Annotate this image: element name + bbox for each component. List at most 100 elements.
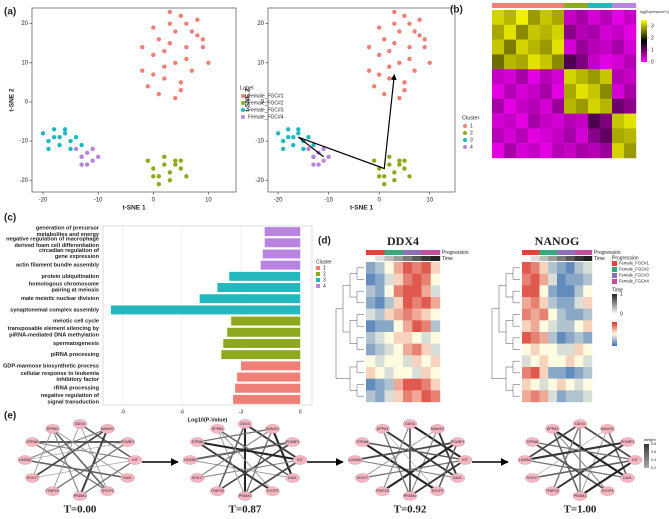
progression-bar <box>530 250 540 255</box>
heat-cell <box>574 308 584 321</box>
edge <box>354 441 458 461</box>
edge <box>52 428 128 479</box>
progression-bar <box>393 250 404 255</box>
heat-cell <box>564 54 577 70</box>
heat-cell <box>564 98 577 114</box>
heat-cell <box>624 69 637 85</box>
y-tick-label: 10 <box>257 60 264 66</box>
category-label: GDP-mannose biosynthetic process <box>3 363 99 369</box>
group-bar <box>528 3 541 8</box>
time-bar <box>522 256 531 261</box>
heat-cell <box>421 343 431 356</box>
heat-cell <box>588 10 601 25</box>
time-label: T=0.92 <box>394 504 427 516</box>
heat-cell <box>552 39 565 55</box>
legend-label: 1 <box>323 265 326 271</box>
heat-cell <box>624 24 637 40</box>
heat-cell <box>430 378 441 391</box>
dendrogram <box>505 273 513 298</box>
heat-cell <box>539 355 549 368</box>
bar <box>264 238 301 248</box>
y-tick-label: -10 <box>19 139 28 145</box>
edge <box>197 428 273 443</box>
data-point <box>280 146 286 152</box>
legend-title: Label <box>240 85 253 91</box>
heat-cell <box>612 10 625 25</box>
heat-cell <box>421 355 431 368</box>
data-point <box>162 154 167 159</box>
edge <box>24 459 128 479</box>
x-tick-label: -20 <box>274 198 283 204</box>
data-point <box>286 127 291 132</box>
bar <box>264 227 301 237</box>
node <box>182 455 198 465</box>
heat-cell <box>565 308 575 321</box>
heat-cell <box>366 273 376 286</box>
heat-cell <box>403 355 413 368</box>
heat-cell <box>565 343 575 356</box>
heat-cell <box>412 273 422 286</box>
heat-cell <box>530 355 540 368</box>
colorbar-label: 1 <box>651 47 654 53</box>
data-point <box>178 88 184 93</box>
data-point <box>291 142 296 148</box>
heat-cell <box>516 39 529 55</box>
heat-cell <box>574 390 584 403</box>
bar <box>110 305 301 315</box>
edge <box>217 428 246 497</box>
heat-cell <box>522 297 531 309</box>
node-label: NANOG <box>601 427 614 431</box>
dendrogram <box>491 308 506 379</box>
heat-cell <box>403 378 413 391</box>
node <box>430 486 445 496</box>
heat-cell <box>557 332 566 344</box>
y-tick-label: -10 <box>255 139 264 145</box>
data-point <box>90 146 95 152</box>
category-label: synaptonemal complex assembly <box>10 307 100 313</box>
node <box>292 455 308 465</box>
edge <box>31 428 108 479</box>
heat-cell <box>528 98 541 114</box>
heat-cell <box>430 262 441 274</box>
time-bar <box>403 256 413 261</box>
data-point <box>178 158 184 163</box>
heat-cell <box>430 285 441 298</box>
heat-cell <box>552 84 565 99</box>
heat-cell <box>539 320 549 333</box>
bar <box>221 350 301 360</box>
data-point <box>200 44 206 50</box>
data-point <box>173 158 178 163</box>
heat-cell <box>552 54 565 70</box>
data-point <box>40 131 46 136</box>
group-bar <box>552 3 565 8</box>
heat-cell <box>421 332 431 344</box>
legend-label: 3 <box>323 277 326 283</box>
node-label: LIN28A <box>349 458 362 462</box>
node <box>72 419 88 429</box>
heat-cell <box>564 128 577 144</box>
data-point <box>422 44 427 50</box>
legend-label: Female_FGC#1 <box>619 261 649 266</box>
node-label: SOX17 <box>357 476 369 480</box>
bar <box>199 294 301 304</box>
heat-cell <box>576 84 589 99</box>
heat-cell <box>530 273 540 286</box>
edge <box>362 441 466 461</box>
edge <box>362 428 438 479</box>
category-label: negative regulation of macrophage derived… <box>6 237 100 249</box>
node-label: PRDM1 <box>74 494 87 498</box>
heat-cell <box>375 367 385 379</box>
data-point <box>156 91 162 97</box>
data-point <box>73 146 79 152</box>
heat-cell <box>624 84 637 99</box>
edge <box>197 428 273 479</box>
heat-cell <box>366 343 376 356</box>
dendrogram <box>356 267 364 280</box>
x-tick-label: -10 <box>324 198 333 204</box>
heat-cell <box>588 128 601 144</box>
data-point <box>387 76 392 81</box>
heat-cell <box>375 285 385 298</box>
heat-cell <box>393 343 404 356</box>
heat-cell <box>384 332 394 344</box>
heat-cell <box>552 98 565 114</box>
